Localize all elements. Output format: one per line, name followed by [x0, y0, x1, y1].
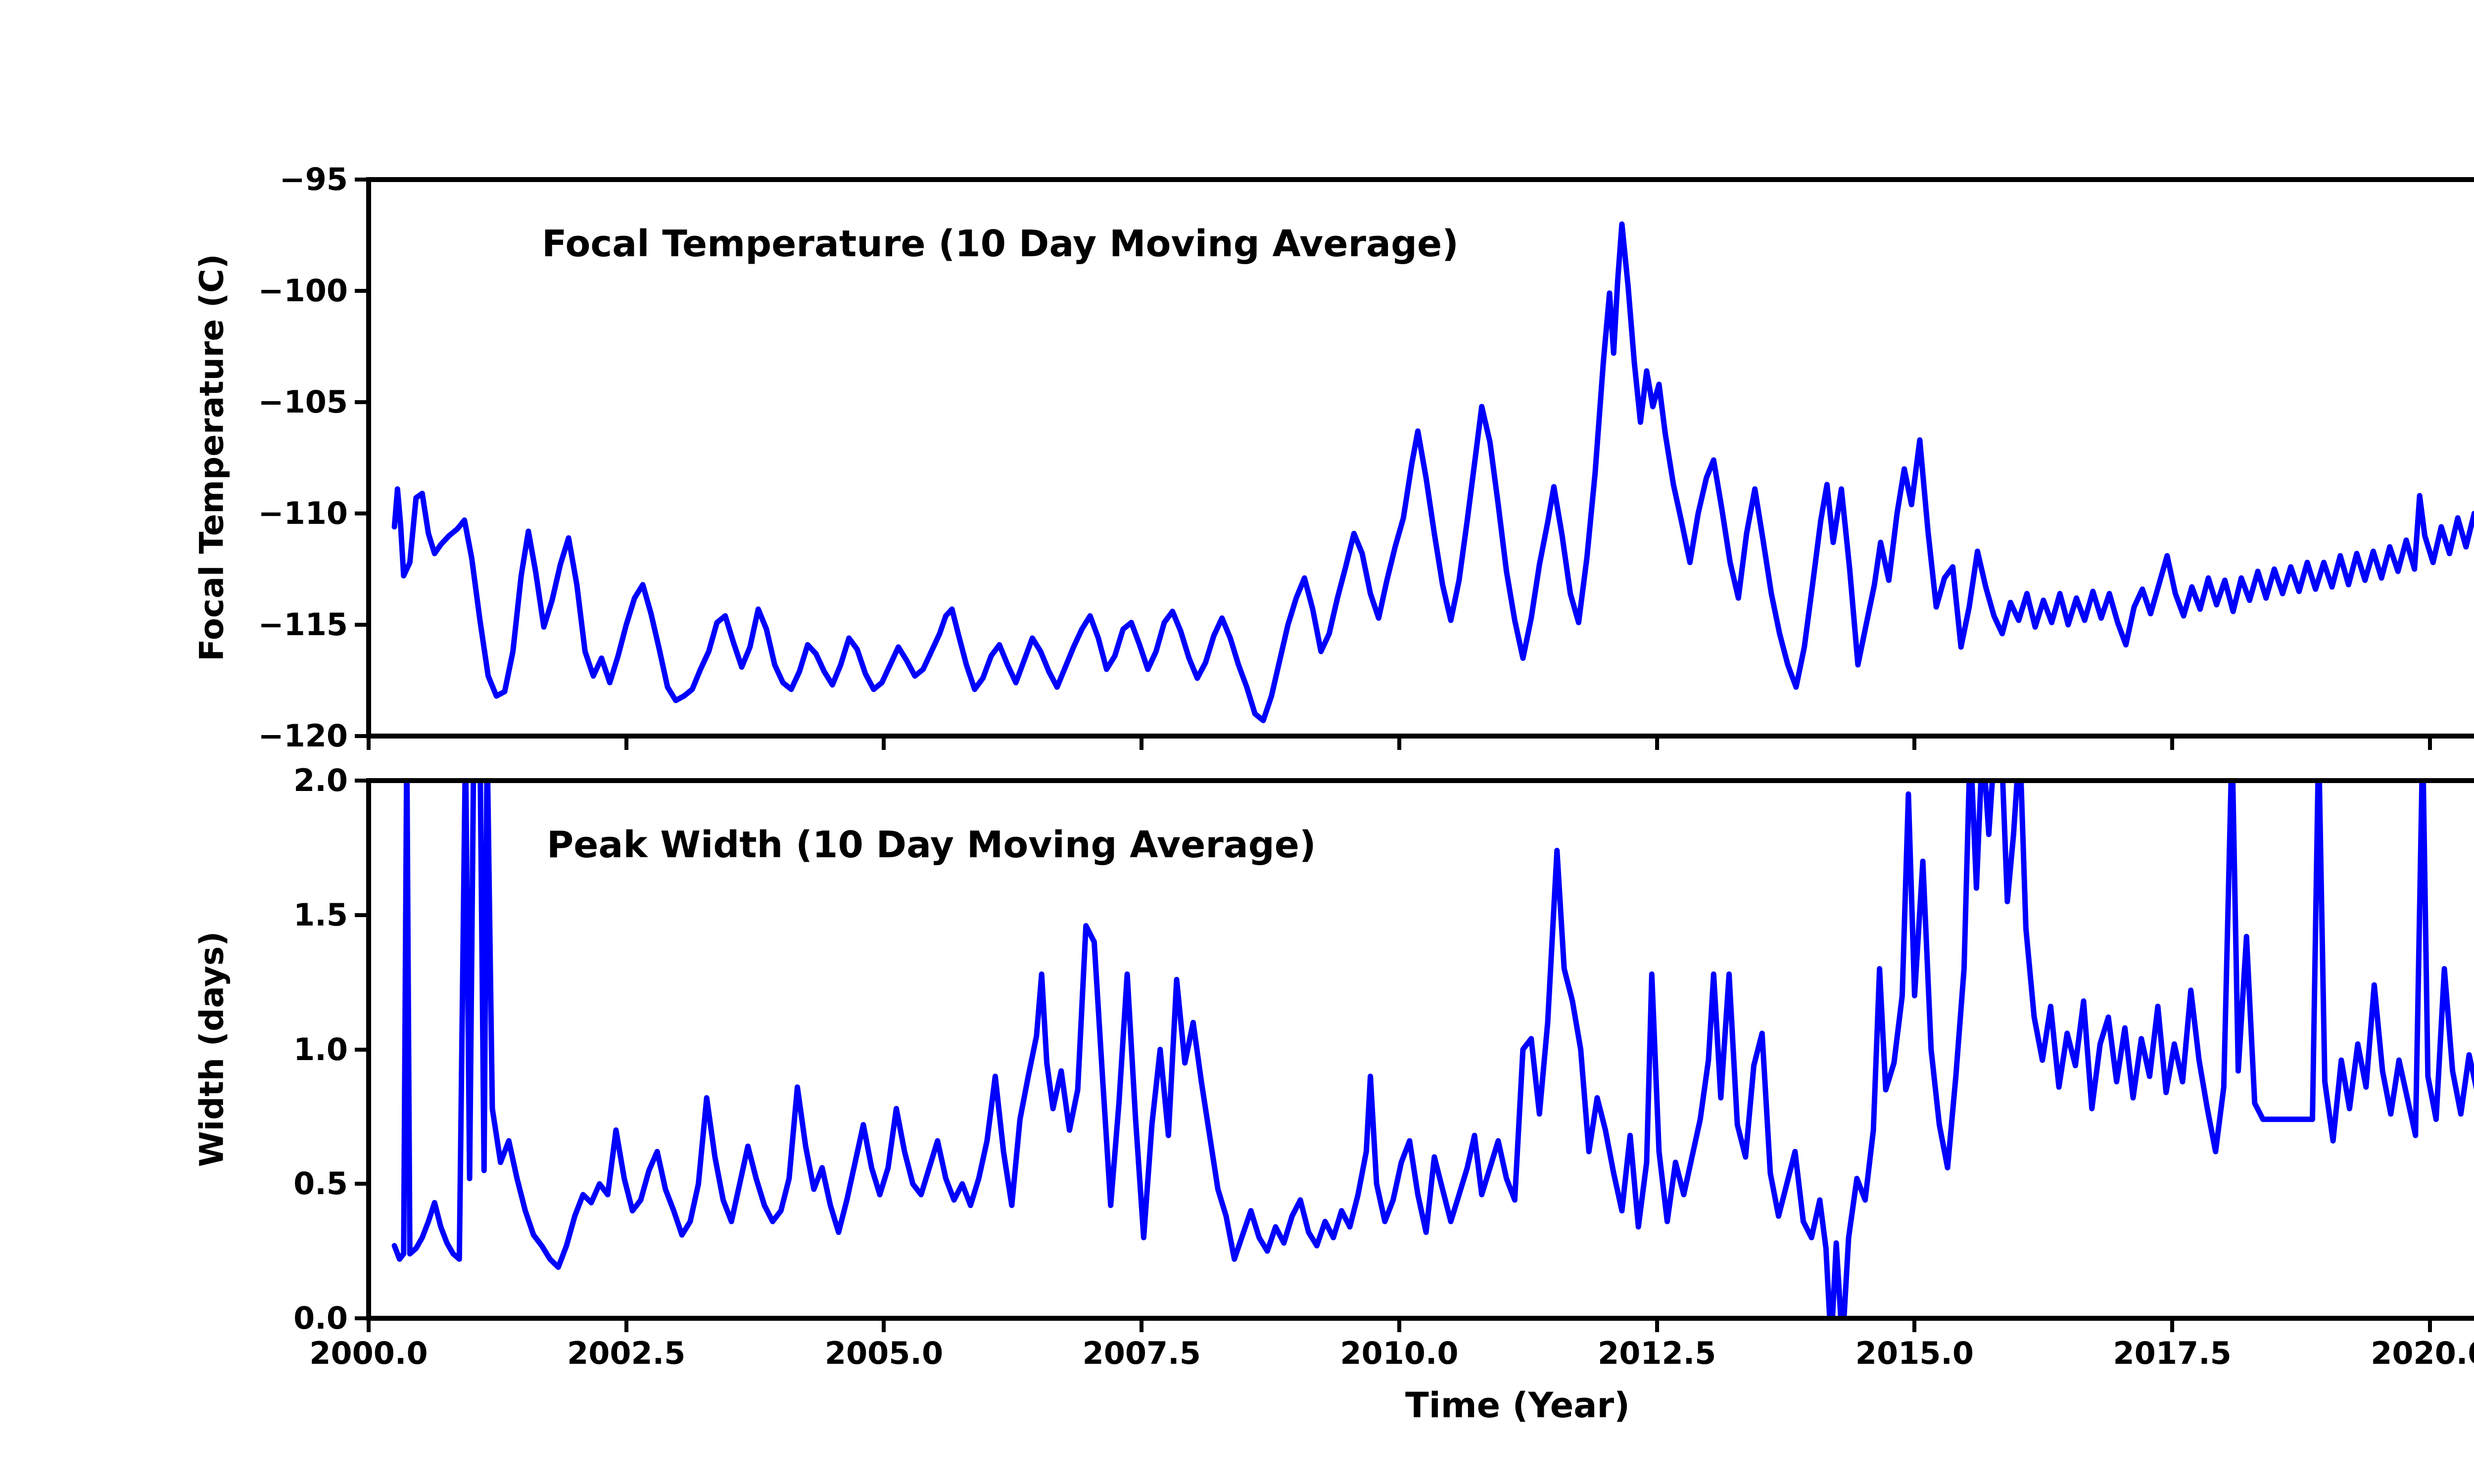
y-tick — [355, 1047, 369, 1052]
y-tick — [355, 1182, 369, 1186]
plot-area-peak-width — [369, 781, 2474, 1318]
x-tick — [1140, 736, 1144, 750]
x-tick — [2427, 1318, 2432, 1332]
x-tick — [624, 736, 628, 750]
y-tick-label: −115 — [258, 606, 348, 643]
y-tick — [355, 400, 369, 404]
x-tick — [2170, 736, 2175, 750]
y-tick-label: −120 — [258, 718, 348, 754]
y-tick — [355, 1316, 369, 1320]
y-tick-label: 2.0 — [293, 762, 348, 798]
x-tick-label: 2005.0 — [824, 1335, 944, 1371]
y-tick-label: −100 — [258, 273, 348, 309]
y-tick-label: 1.0 — [293, 1031, 348, 1067]
y-tick-label: −95 — [279, 161, 348, 197]
y-tick-label: −105 — [258, 384, 348, 420]
x-tick-label: 2002.5 — [567, 1335, 686, 1371]
x-tick — [1912, 1318, 1917, 1332]
x-tick — [1655, 1318, 1659, 1332]
x-tick — [367, 736, 371, 750]
y-tick — [355, 913, 369, 917]
x-tick-label: 2017.5 — [2113, 1335, 2232, 1371]
x-tick — [367, 1318, 371, 1332]
y-tick — [355, 779, 369, 783]
x-tick-label: 2015.0 — [1855, 1335, 1974, 1371]
plot-title-peak-width: Peak Width (10 Day Moving Average) — [547, 824, 1316, 866]
y-tick — [355, 178, 369, 182]
y-axis-label-focal-temperature: Focal Temperature (C) — [192, 254, 231, 661]
y-tick-label: −110 — [258, 495, 348, 531]
plot-title-focal-temperature: Focal Temperature (10 Day Moving Average… — [542, 223, 1459, 265]
x-tick — [1655, 736, 1659, 750]
y-tick-label: 1.5 — [293, 896, 348, 933]
x-tick — [1397, 1318, 1401, 1332]
plot-area-focal-temperature — [369, 180, 2474, 736]
y-tick — [355, 623, 369, 627]
y-tick-label: 0.5 — [293, 1165, 348, 1202]
x-tick — [882, 1318, 886, 1332]
x-axis-label: Time (Year) — [1405, 1385, 1630, 1426]
x-tick — [882, 736, 886, 750]
x-tick — [1397, 736, 1401, 750]
y-tick-label: 0.0 — [293, 1300, 348, 1336]
x-tick-label: 2012.5 — [1598, 1335, 1716, 1371]
y-tick — [355, 734, 369, 738]
x-tick — [1140, 1318, 1144, 1332]
x-tick — [2170, 1318, 2175, 1332]
x-tick — [2427, 736, 2432, 750]
x-tick-label: 2010.0 — [1340, 1335, 1459, 1371]
x-tick — [624, 1318, 628, 1332]
y-axis-label-peak-width: Width (days) — [192, 931, 231, 1167]
line-series-focal_temperature_10day_moving_average — [391, 221, 2474, 723]
y-tick — [355, 511, 369, 515]
line-series-peak_width_10day_moving_average — [391, 781, 2474, 1318]
y-tick — [355, 289, 369, 293]
x-tick-label: 2007.5 — [1082, 1335, 1201, 1371]
x-tick-label: 2020.0 — [2371, 1335, 2474, 1371]
x-tick-label: 2000.0 — [309, 1335, 428, 1371]
x-tick — [1912, 736, 1917, 750]
